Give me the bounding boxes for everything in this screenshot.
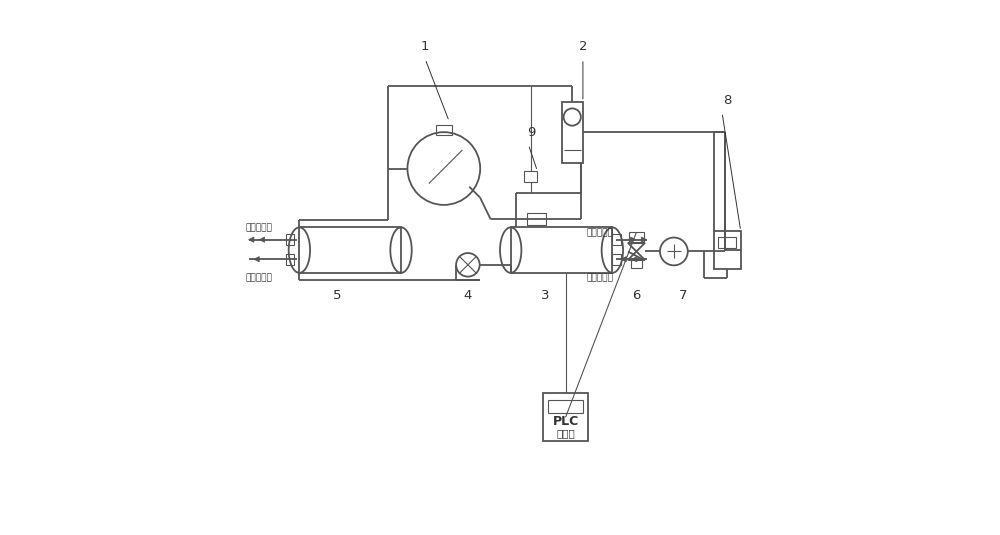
Text: PLC: PLC [552, 415, 579, 427]
Polygon shape [632, 257, 637, 262]
Text: 冷却水进水: 冷却水进水 [587, 273, 614, 282]
Bar [543, 393, 588, 441]
Text: 1: 1 [421, 41, 429, 54]
Text: 冷却水出水: 冷却水出水 [587, 228, 614, 238]
Bar [562, 102, 583, 163]
Text: 冷冻水出水: 冷冻水出水 [246, 223, 273, 232]
Polygon shape [259, 237, 265, 242]
Text: 2: 2 [579, 41, 587, 54]
Polygon shape [621, 257, 626, 262]
Text: 冷冻水进水: 冷冻水进水 [246, 273, 273, 282]
Text: 5: 5 [333, 289, 341, 302]
Text: 4: 4 [464, 289, 472, 302]
Bar [629, 232, 644, 243]
Text: 3: 3 [541, 289, 550, 302]
Text: 8: 8 [723, 94, 732, 107]
Bar [286, 254, 294, 264]
Bar [436, 125, 452, 135]
Text: 7: 7 [679, 289, 688, 302]
Bar [612, 254, 621, 264]
Bar [524, 171, 537, 182]
Bar [299, 227, 401, 273]
Polygon shape [249, 237, 254, 242]
Bar [714, 231, 741, 269]
Bar [548, 400, 583, 414]
Text: 控制柜: 控制柜 [556, 427, 575, 438]
Bar [631, 260, 642, 268]
Bar [612, 234, 621, 245]
Bar [718, 238, 736, 248]
Polygon shape [254, 257, 259, 262]
Polygon shape [641, 237, 647, 242]
Bar [286, 234, 294, 245]
Text: 9: 9 [527, 126, 535, 139]
Bar [527, 213, 546, 225]
Text: 6: 6 [632, 289, 641, 302]
Bar [511, 227, 612, 273]
Polygon shape [631, 237, 636, 242]
